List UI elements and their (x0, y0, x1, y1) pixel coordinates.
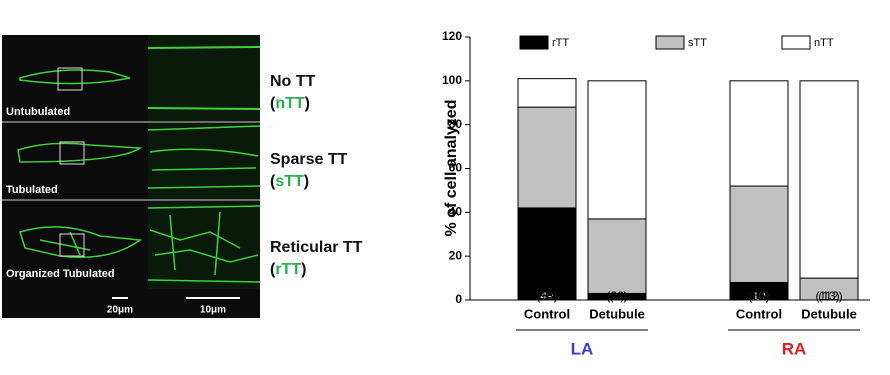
bracket: ) (305, 95, 310, 112)
legend-label: rTT (552, 37, 569, 49)
count-label: (51) (748, 289, 769, 303)
scale-label: 20μm (107, 305, 133, 316)
count-label: (112) (815, 289, 842, 303)
cell-outline (19, 69, 131, 85)
tt-name: Reticular TT (270, 239, 363, 256)
x-tick-label: Detubule (801, 306, 857, 321)
group-label: RA (782, 339, 807, 358)
legend-swatch (519, 35, 549, 50)
tubules (147, 125, 261, 189)
roi-box (59, 141, 85, 165)
y-tick-label: 120 (442, 29, 462, 43)
bar-segment (799, 80, 859, 279)
bracket: ) (304, 173, 309, 190)
bar-segment (517, 207, 577, 301)
scale-label: 10μm (200, 305, 226, 316)
group-label: LA (571, 339, 594, 358)
tt-abbr: (rTT) (270, 261, 306, 278)
tt-abbr: (nTT) (270, 95, 310, 112)
tt-name: No TT (270, 73, 316, 90)
cell-outline (19, 226, 143, 259)
membrane (147, 46, 261, 49)
legend-label: sTT (688, 37, 707, 49)
abbr: sTT (275, 173, 304, 190)
x-tick-label: Detubule (589, 306, 645, 321)
membrane (147, 107, 261, 110)
abbr: rTT (275, 261, 301, 278)
panel-label: Untubulated (6, 106, 70, 118)
y-tick-label: 0 (455, 292, 462, 306)
panel-label: Organized Tubulated (6, 268, 115, 280)
roi-box (57, 67, 83, 91)
count-label: (56) (748, 289, 769, 303)
bar-segment (587, 80, 647, 220)
tt-name: Sparse TT (270, 151, 348, 168)
y-axis-label: % of cell analyzed (443, 100, 460, 237)
y-tick-label: 40 (449, 205, 463, 219)
tubules (147, 205, 261, 283)
legend-swatch (655, 35, 685, 50)
bracket: ( (270, 95, 276, 112)
bracket: ( (270, 261, 276, 278)
bracket: ( (270, 173, 276, 190)
bar-segment (587, 218, 647, 294)
roi-box (59, 233, 85, 257)
count-label: (66) (606, 289, 627, 303)
micrograph-panel: Untubulated Tubulated Organized Tubulate… (2, 35, 261, 318)
legend-label: nTT (814, 37, 834, 49)
count-label: (13) (818, 289, 839, 303)
x-tick-label: Control (736, 306, 782, 321)
y-tick-label: 80 (449, 117, 463, 131)
bar-segment (729, 185, 789, 283)
cell-outline (17, 142, 143, 163)
tt-abbr: (sTT) (270, 173, 309, 190)
count-label: (15) (536, 289, 557, 303)
y-tick-label: 60 (449, 161, 463, 175)
bar-segment (517, 106, 577, 209)
x-tick-label: Control (524, 306, 570, 321)
count-label: (10) (748, 289, 769, 303)
count-label: (36) (606, 289, 627, 303)
y-tick-label: 20 (449, 248, 463, 262)
bar-segment (729, 80, 789, 187)
count-label: (49) (536, 289, 557, 303)
y-tick-label: 100 (442, 73, 462, 87)
zoom-bg (148, 35, 260, 121)
count-label: (53) (536, 289, 557, 303)
panel-label: Tubulated (6, 184, 58, 196)
abbr: nTT (275, 95, 305, 112)
bar-segment (517, 78, 577, 108)
zoom-bg (148, 201, 260, 289)
tt-labels: No TT(nTT)Sparse TT(sTT)Reticular TT(rTT… (270, 73, 363, 278)
legend-swatch (781, 35, 811, 50)
bracket: ) (301, 261, 306, 278)
